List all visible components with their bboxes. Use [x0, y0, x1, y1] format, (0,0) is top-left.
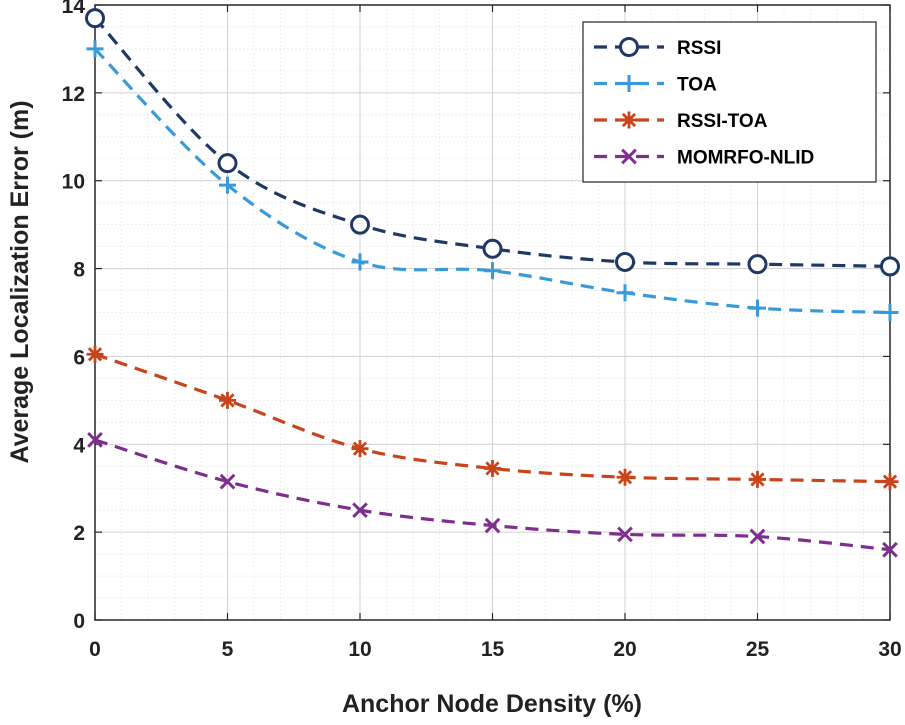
x-tick-label: 5 — [222, 638, 234, 661]
data-point — [87, 432, 103, 448]
x-tick-label: 10 — [348, 638, 371, 661]
y-tick-label: 12 — [62, 83, 85, 106]
x-tick-label: 15 — [481, 638, 505, 661]
data-point — [86, 345, 104, 363]
data-point — [352, 502, 368, 519]
x-tick-label: 20 — [613, 638, 636, 661]
y-tick-label: 10 — [62, 171, 85, 194]
data-point — [217, 153, 238, 174]
data-point — [86, 40, 104, 58]
series-rssi-toa — [86, 345, 899, 491]
legend-marker — [619, 37, 639, 57]
data-point — [616, 284, 634, 302]
data-point — [615, 251, 635, 272]
data-point — [351, 440, 369, 458]
legend-marker — [620, 111, 638, 129]
data-point — [881, 304, 899, 321]
series-momrfo-nlid — [87, 432, 898, 558]
x-tick-label: 25 — [746, 638, 770, 661]
data-point — [484, 517, 501, 534]
legend-label: RSSI — [677, 38, 721, 59]
data-point — [484, 262, 501, 280]
data-point — [881, 473, 899, 491]
data-point — [219, 391, 236, 409]
x-tick-label: 0 — [89, 638, 101, 661]
data-point — [219, 473, 236, 490]
legend-marker — [620, 75, 638, 92]
legend-label: MOMRFO-NLID — [677, 148, 814, 169]
data-point — [749, 299, 766, 317]
y-axis-ticks: 0 2 4 6 8 10 12 14 — [62, 0, 890, 633]
y-tick-label: 0 — [73, 610, 85, 633]
y-tick-label: 6 — [73, 346, 85, 369]
x-axis-title: Anchor Node Density (%) — [342, 690, 642, 718]
data-point — [219, 176, 236, 194]
series-toa — [86, 40, 899, 321]
x-tick-label: 30 — [878, 638, 901, 661]
legend-marker — [621, 148, 637, 165]
y-axis-title: Average Localization Error (m) — [6, 100, 34, 463]
y-tick-label: 2 — [73, 522, 85, 545]
data-point — [749, 528, 766, 545]
legend-entry: TOA — [594, 75, 717, 96]
x-axis-ticks: 0 5 10 15 20 25 30 — [89, 5, 902, 661]
legend: RSSI TOA RSSI-TOA MOMRFO-NLID — [582, 21, 877, 183]
data-point — [747, 254, 768, 275]
y-tick-label: 14 — [62, 0, 86, 18]
data-point — [749, 470, 766, 488]
legend-entry: RSSI — [594, 37, 721, 59]
y-tick-label: 8 — [73, 259, 85, 282]
data-point — [351, 253, 369, 271]
data-point — [482, 238, 503, 259]
data-point — [350, 214, 370, 235]
data-point — [616, 468, 634, 486]
data-point — [85, 8, 105, 29]
y-tick-label: 4 — [73, 434, 85, 457]
legend-entry: RSSI-TOA — [594, 111, 768, 132]
series-rssi — [85, 8, 900, 277]
data-point — [484, 459, 501, 477]
legend-label: RSSI-TOA — [677, 111, 768, 132]
data-point — [882, 541, 898, 558]
series-layer — [85, 8, 900, 558]
data-point — [617, 526, 633, 543]
data-point — [880, 256, 900, 277]
legend-entry: MOMRFO-NLID — [594, 148, 814, 169]
legend-label: TOA — [677, 75, 717, 96]
